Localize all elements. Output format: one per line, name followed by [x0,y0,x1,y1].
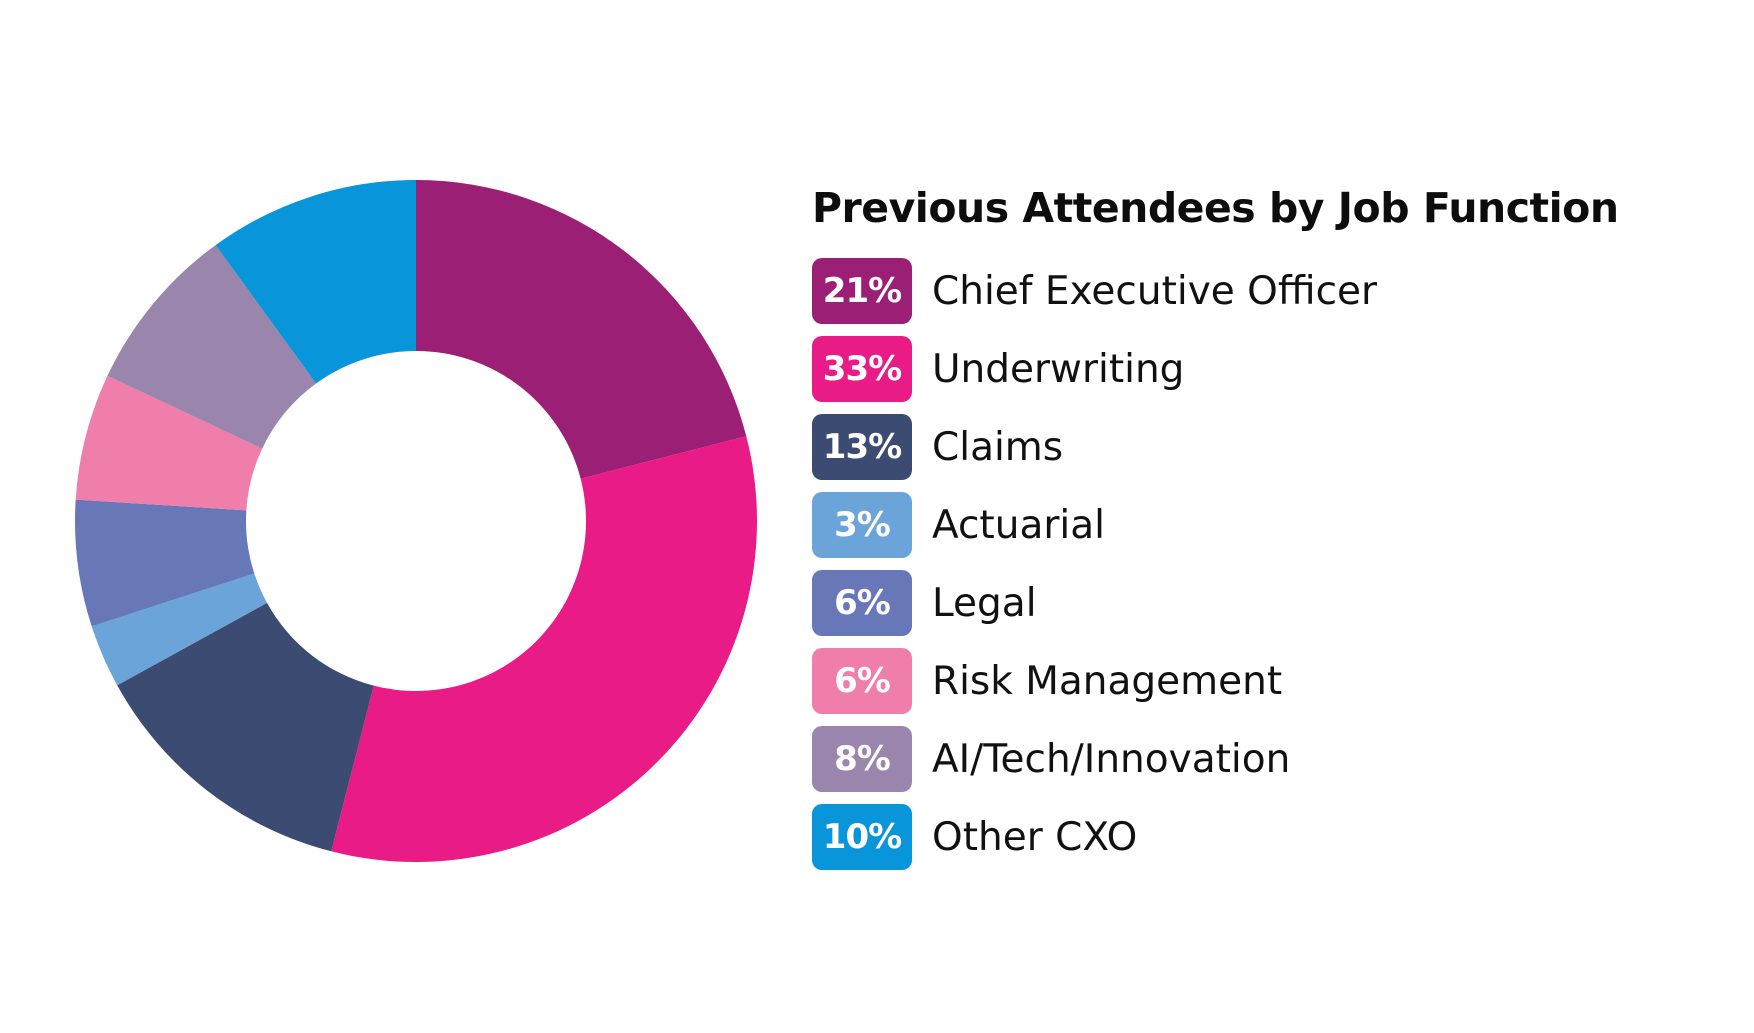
legend-item-other-cxo: 10% Other CXO [812,804,1712,870]
legend-item-chief-executive-officer: 21% Chief Executive Officer [812,258,1712,324]
slice-chief-executive-officer [416,180,747,479]
legend-item-ai-tech-innovation: 8% AI/Tech/Innovation [812,726,1712,792]
legend-label: Risk Management [932,658,1283,704]
legend-percent-badge: 10% [812,804,912,870]
slice-underwriting [331,436,757,863]
slice-legal [74,499,255,627]
slice-claims [117,602,374,852]
legend-item-claims: 13% Claims [812,414,1712,480]
legend-percent-badge: 6% [812,570,912,636]
slice-risk-management [75,375,263,511]
legend-label: Legal [932,580,1037,626]
legend-percent-badge: 13% [812,414,912,480]
legend-label: Chief Executive Officer [932,268,1378,314]
legend-percent-badge: 33% [812,336,912,402]
legend-item-underwriting: 33% Underwriting [812,336,1712,402]
slice-ai-tech-innovation [107,245,317,449]
legend-label: Underwriting [932,346,1185,392]
legend-label: Other CXO [932,814,1138,860]
legend-item-actuarial: 3% Actuarial [812,492,1712,558]
legend-label: AI/Tech/Innovation [932,736,1291,782]
legend-item-legal: 6% Legal [812,570,1712,636]
slice-other-cxo [215,180,416,384]
slice-actuarial [91,573,268,686]
legend-item-risk-management: 6% Risk Management [812,648,1712,714]
legend-percent-badge: 6% [812,648,912,714]
chart-title: Previous Attendees by Job Function [812,184,1619,232]
legend-label: Actuarial [932,502,1105,548]
legend-items: 21% Chief Executive Officer 33% Underwritin… [812,258,1712,870]
legend-percent-badge: 3% [812,492,912,558]
legend-percent-badge: 21% [812,258,912,324]
legend: Previous Attendees by Job Function 21% Ch… [812,180,1712,882]
legend-label: Claims [932,424,1064,470]
donut-slices [74,180,757,863]
legend-percent-badge: 8% [812,726,912,792]
